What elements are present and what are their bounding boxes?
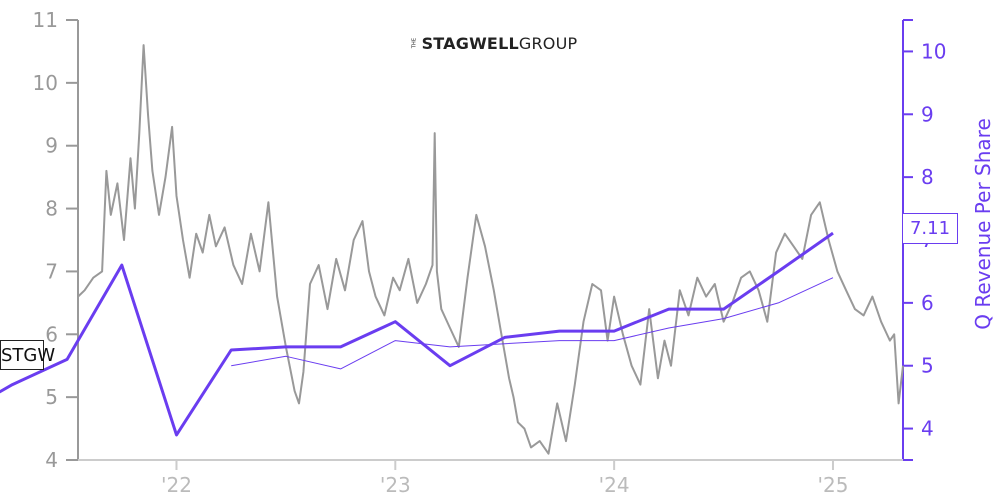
left-tick-label: 4 [45,448,58,472]
logo-bold-text: STAGWELL [421,34,519,53]
x-tick-label: '24 [599,473,630,497]
right-tick-label: 5 [921,354,934,378]
left-tick-label: 6 [45,322,58,346]
secondary-revenue-line [231,277,834,370]
x-axis: '22 '23 '24 '25 [78,459,903,497]
x-tick-label: '23 [380,473,411,497]
left-tick-label: 7 [45,259,58,283]
last-value-label: 7.11 [902,213,958,244]
left-tick-label: 5 [45,385,58,409]
right-tick-label: 8 [921,165,934,189]
company-logo: THE STAGWELLGROUP [410,34,577,53]
right-tick-label: 4 [921,417,934,441]
price-line [77,44,904,455]
right-tick-label: 10 [921,39,946,63]
right-tick-label: 6 [921,291,934,315]
right-axis-title: Q Revenue Per Share [971,118,995,330]
ticker-label: STGW [0,340,55,370]
logo-regular-text: GROUP [518,34,578,53]
right-tick-label: 9 [921,102,934,126]
left-tick-label: 8 [45,197,58,221]
x-tick-label: '25 [817,473,848,497]
left-tick-label: 10 [33,71,58,95]
logo-prefix: THE [411,37,418,48]
left-tick-label: 9 [45,134,58,158]
series-layer [0,44,904,455]
left-tick-label: 11 [33,8,58,32]
left-y-axis: 4 5 6 7 8 9 10 11 [33,8,79,472]
x-tick-label: '22 [161,473,192,497]
revenue-per-share-line [0,231,834,437]
